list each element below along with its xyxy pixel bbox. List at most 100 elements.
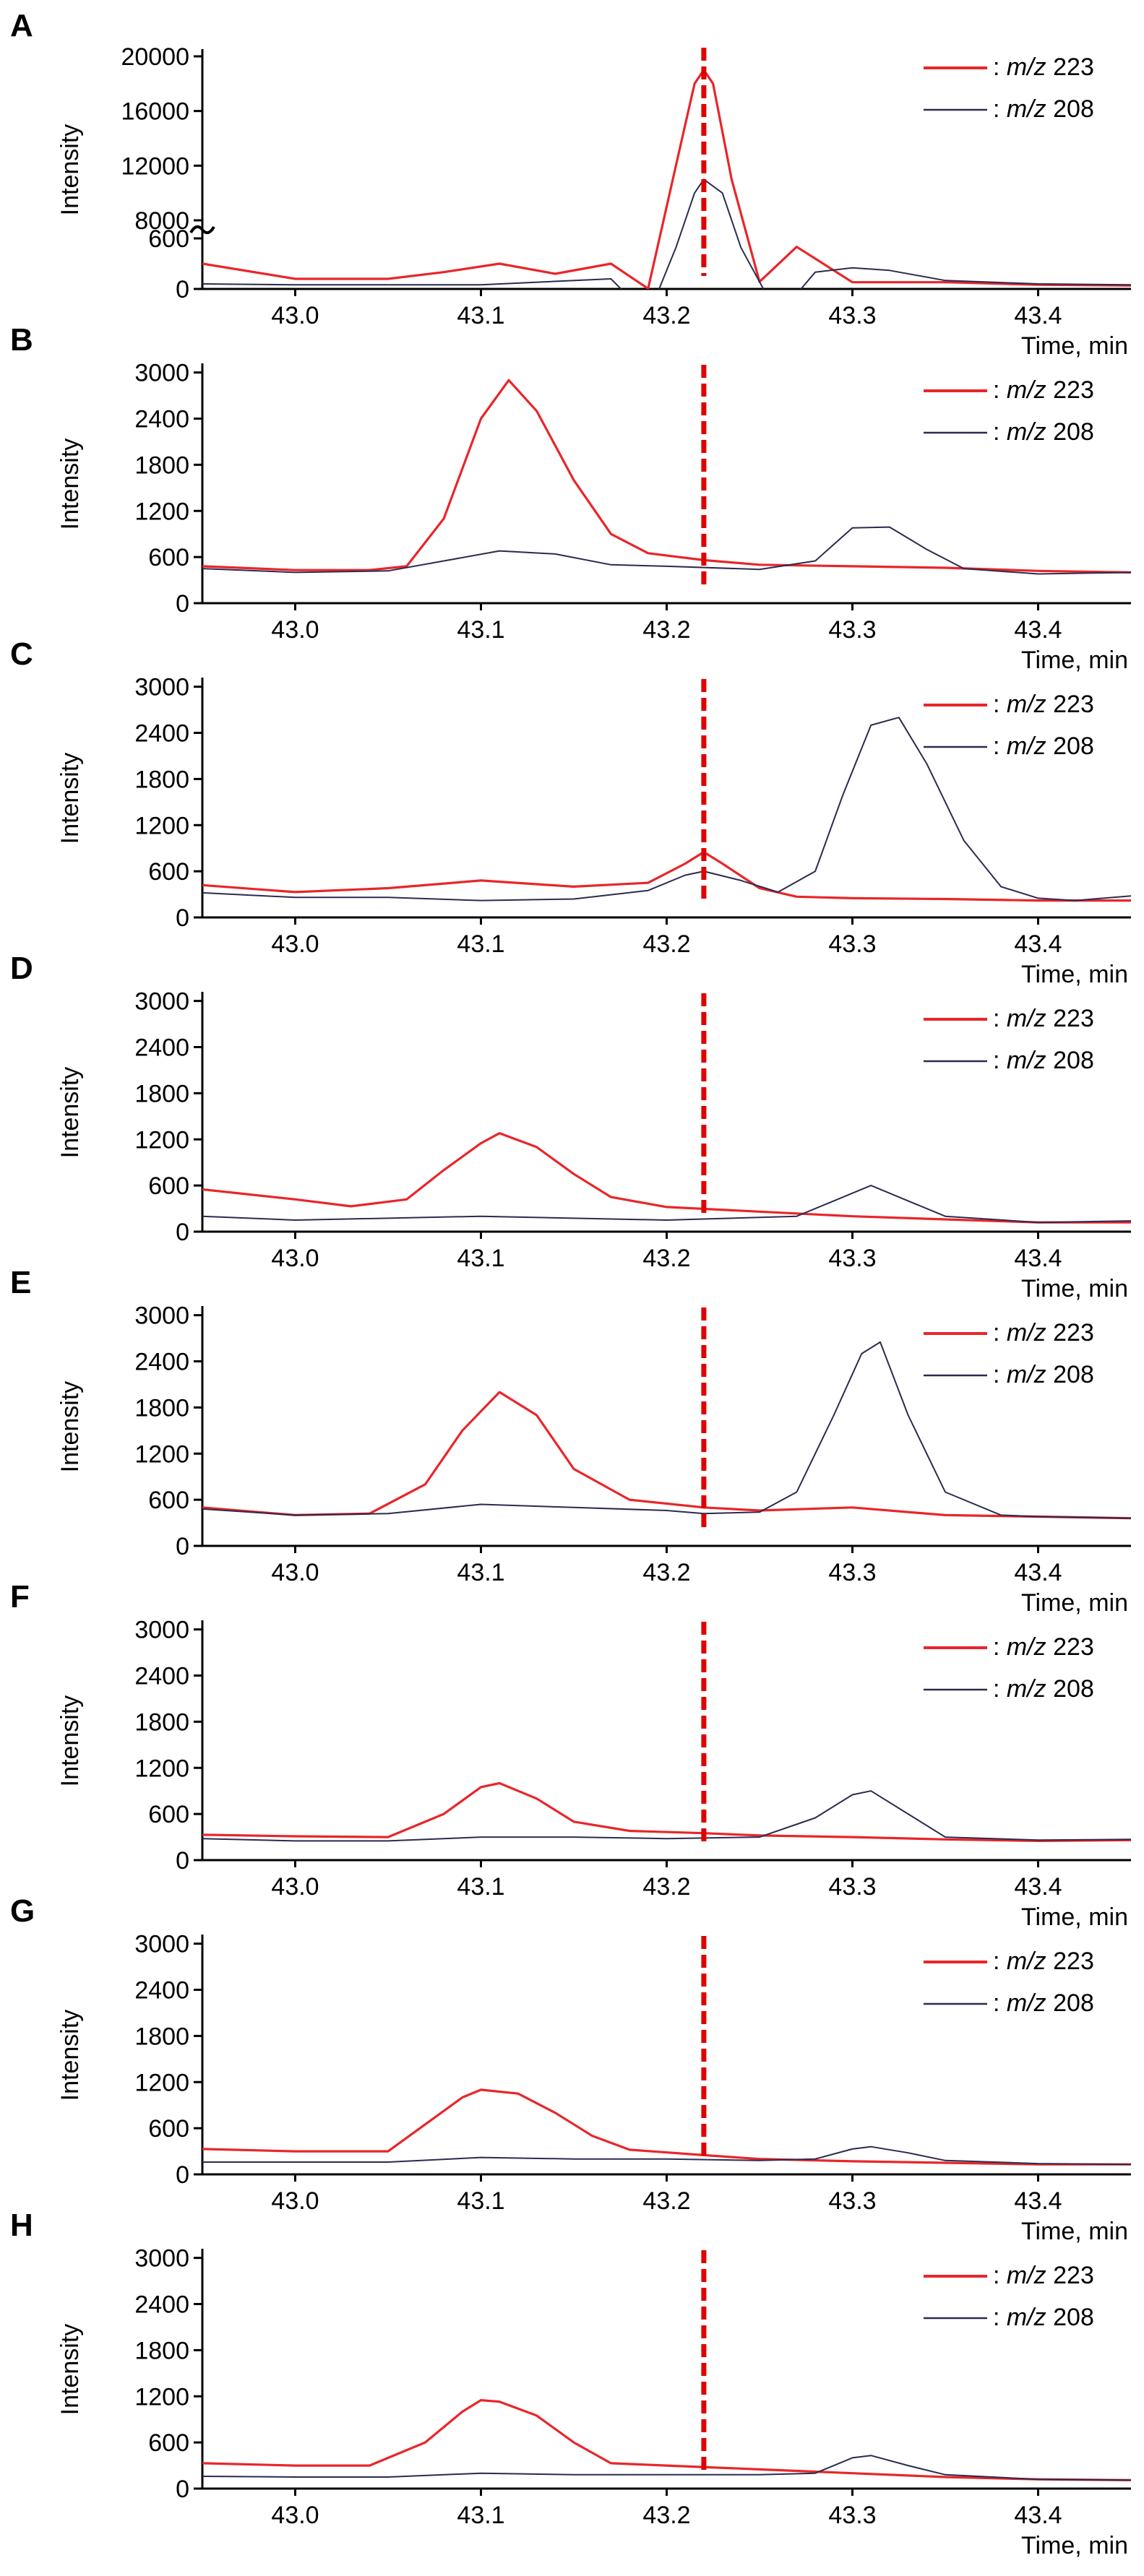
y-tick-label: 3000 xyxy=(134,2245,189,2273)
x-tick-label: 43.1 xyxy=(457,1245,504,1272)
x-tick-label: 43.2 xyxy=(642,930,690,958)
legend-value: 223 xyxy=(1046,1948,1094,1975)
y-tick-label: 3000 xyxy=(134,988,189,1016)
legend-entry: : m/z 208 xyxy=(993,1361,1094,1388)
y-tick-label: 0 xyxy=(176,590,189,618)
legend-value: 208 xyxy=(1046,1361,1094,1388)
legend-italic: m/z xyxy=(1007,1675,1046,1703)
legend-prefix: : xyxy=(993,1989,1007,2017)
x-tick-label: 43.3 xyxy=(828,930,876,958)
y-tick-label: 3000 xyxy=(134,1302,189,1330)
y-tick-label: 2400 xyxy=(134,2291,189,2319)
panel-letter: H xyxy=(10,2208,33,2243)
legend-prefix: : xyxy=(993,1633,1007,1661)
x-tick-label: 43.2 xyxy=(642,302,690,329)
y-tick-label: 1200 xyxy=(134,2069,189,2096)
x-axis-title: Time, min xyxy=(1021,647,1128,674)
legend-entry: : m/z 208 xyxy=(993,1675,1094,1703)
y-tick-label: 1800 xyxy=(134,2337,189,2364)
legend-prefix: : xyxy=(993,95,1007,123)
legend-prefix: : xyxy=(993,1675,1007,1703)
legend-italic: m/z xyxy=(1007,1989,1046,2017)
legend-value: 208 xyxy=(1046,1989,1094,2017)
legend-prefix: : xyxy=(993,1005,1007,1032)
legend-entry: : m/z 223 xyxy=(993,53,1094,81)
legend-prefix: : xyxy=(993,1047,1007,1074)
legend-prefix: : xyxy=(993,53,1007,81)
y-tick-label: 3000 xyxy=(134,1931,189,1958)
legend-value: 208 xyxy=(1046,1047,1094,1074)
legend-entry: : m/z 223 xyxy=(993,1319,1094,1347)
legend-prefix: : xyxy=(993,2304,1007,2331)
x-tick-label: 43.3 xyxy=(828,1245,876,1272)
series-line-mz208 xyxy=(202,1185,1131,1224)
legend-italic: m/z xyxy=(1007,1361,1046,1388)
x-tick-label: 43.4 xyxy=(1014,1245,1062,1272)
legend-prefix: : xyxy=(993,1319,1007,1347)
y-tick-label: 8000 xyxy=(134,207,189,235)
x-tick-label: 43.1 xyxy=(457,1559,504,1586)
legend-italic: m/z xyxy=(1007,691,1046,718)
legend-value: 223 xyxy=(1046,376,1094,404)
y-tick-label: 2400 xyxy=(134,1034,189,1062)
panel-h: H 0 600 1200 1800 2400 3000 43.0 43.1 43.2 43.3 43.… xyxy=(10,2208,1131,2559)
series-line-mz208 xyxy=(202,2145,1131,2166)
y-tick-label: 600 xyxy=(148,2429,189,2457)
panel-letter: F xyxy=(10,1579,30,1615)
y-tick-label: 2400 xyxy=(134,406,189,433)
series-line-mz223 xyxy=(202,1132,1131,1224)
y-tick-label: 1200 xyxy=(134,1440,189,1468)
legend-value: 223 xyxy=(1046,1319,1094,1347)
legend-entry: : m/z 223 xyxy=(993,1633,1094,1661)
series-line-mz208 xyxy=(202,1790,1131,1842)
legend-entry: : m/z 208 xyxy=(993,1047,1094,1074)
legend-prefix: : xyxy=(993,1361,1007,1388)
legend-prefix: : xyxy=(993,418,1007,446)
y-tick-label: 1800 xyxy=(134,1394,189,1422)
x-tick-label: 43.1 xyxy=(457,2187,504,2215)
axis-break-icon xyxy=(189,225,215,235)
y-tick-label: 1800 xyxy=(134,1708,189,1736)
series-line-mz223 xyxy=(202,69,1131,289)
y-tick-label: 3000 xyxy=(134,360,189,387)
panel-letter: E xyxy=(10,1265,31,1300)
x-tick-label: 43.0 xyxy=(271,1245,319,1272)
y-axis-title: Intensity xyxy=(56,2324,84,2416)
series-line-mz208 xyxy=(202,717,1131,902)
panel-b: B 0 600 1200 1800 2400 3000 43.0 43.1 43.2 43.3 43.… xyxy=(10,322,1131,674)
legend-value: 223 xyxy=(1046,691,1094,718)
y-tick-label: 600 xyxy=(148,544,189,571)
x-tick-label: 43.2 xyxy=(642,2502,690,2529)
panel-letter: B xyxy=(10,322,33,358)
panel-letter: G xyxy=(10,1893,35,1929)
legend-italic: m/z xyxy=(1007,2262,1046,2289)
series-line-mz208 xyxy=(202,178,1131,289)
y-axis-title: Intensity xyxy=(56,753,84,844)
panel-e: E 0 600 1200 1800 2400 3000 43.0 43.1 43.2 43.3 43.… xyxy=(10,1265,1131,1617)
legend-italic: m/z xyxy=(1007,53,1046,81)
y-tick-label: 1200 xyxy=(134,1755,189,1782)
x-tick-label: 43.1 xyxy=(457,1873,504,1901)
y-axis-title: Intensity xyxy=(56,124,84,216)
y-tick-label: 2400 xyxy=(134,1663,189,1690)
y-tick-label: 600 xyxy=(148,858,189,886)
x-axis-title: Time, min xyxy=(1021,1275,1128,1302)
x-tick-label: 43.2 xyxy=(642,616,690,644)
y-tick-label: 1200 xyxy=(134,812,189,839)
y-axis-title: Intensity xyxy=(56,1067,84,1159)
x-axis-title: Time, min xyxy=(1021,2532,1128,2559)
x-tick-label: 43.2 xyxy=(642,1245,690,1272)
series-line-mz223 xyxy=(202,1391,1131,1520)
legend-entry: : m/z 223 xyxy=(993,376,1094,404)
y-tick-label: 20000 xyxy=(121,43,189,71)
y-tick-label: 1200 xyxy=(134,1126,189,1154)
legend-entry: : m/z 223 xyxy=(993,2262,1094,2289)
series-line-mz223 xyxy=(202,2088,1131,2166)
y-tick-label: 3000 xyxy=(134,674,189,701)
y-tick-label: 0 xyxy=(176,904,189,932)
series-line-mz223 xyxy=(202,1781,1131,1842)
legend-italic: m/z xyxy=(1007,1005,1046,1032)
x-tick-label: 43.0 xyxy=(271,1873,319,1901)
x-tick-label: 43.2 xyxy=(642,1873,690,1901)
x-tick-label: 43.4 xyxy=(1014,2502,1062,2529)
